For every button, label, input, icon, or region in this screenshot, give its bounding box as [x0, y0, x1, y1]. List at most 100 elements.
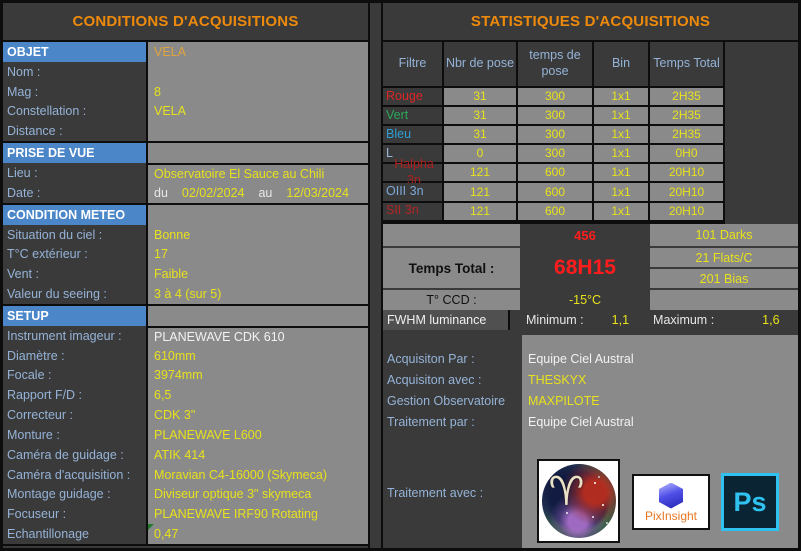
- field-value: 3 à 4 (sur 5): [148, 284, 368, 304]
- ccd-temp-value: -15°C: [523, 290, 647, 310]
- traitement-avec-label: Traitement avec :: [387, 486, 484, 500]
- col-header-nbr-pose: Nbr de pose: [444, 42, 518, 88]
- acquisition-avec-value: THESKYX: [528, 373, 587, 387]
- summary-empty-cell: [383, 224, 520, 246]
- field-label: Vent :: [3, 264, 148, 285]
- row-distance: Distance :: [3, 121, 368, 142]
- section-header-objet: OBJET: [3, 42, 148, 62]
- field-value: CDK 3": [148, 405, 368, 426]
- row-setup: SETUP: [3, 303, 368, 326]
- table-cell: 1x1: [594, 145, 650, 165]
- table-cell: 1x1: [594, 126, 650, 146]
- date-du: du: [154, 185, 168, 200]
- aries-symbol-icon: ♈: [548, 469, 585, 515]
- field-label: T°C extérieur :: [3, 244, 148, 265]
- field-value: PLANEWAVE L600: [148, 425, 368, 445]
- cell-comment-marker: [148, 524, 154, 531]
- field-value: Bonne: [148, 224, 368, 245]
- objet-value: VELA: [148, 42, 368, 62]
- field-label: Focuseur :: [3, 504, 148, 525]
- field-label: Caméra de guidage :: [3, 444, 148, 465]
- row-vent: Vent : Faible: [3, 264, 368, 285]
- table-cell: 121: [444, 183, 518, 203]
- fwhm-min-label: Minimum :: [526, 313, 584, 327]
- row-mag: Mag : 8: [3, 81, 368, 102]
- field-label: Caméra d'acquisition :: [3, 464, 148, 485]
- fwhm-min-value: 1,1: [611, 313, 630, 327]
- table-cell: 31: [444, 126, 518, 146]
- table-cell: 1x1: [594, 164, 650, 184]
- row-focale: Focale : 3974mm: [3, 365, 368, 386]
- ciel-austral-logo: ♈: [537, 459, 620, 543]
- field-value: 6,5: [148, 385, 368, 406]
- field-label: Rapport F/D :: [3, 385, 148, 406]
- row-rapport-fd: Rapport F/D : 6,5: [3, 385, 368, 406]
- field-label: Date :: [3, 182, 148, 203]
- table-cell: 0: [444, 145, 518, 165]
- table-cell: 31: [444, 88, 518, 108]
- table-cell: 1x1: [594, 88, 650, 108]
- stars-decoration: [593, 482, 596, 484]
- temps-total-value: 68H15: [523, 248, 647, 288]
- field-value: 17: [148, 244, 368, 265]
- pixinsight-cube-icon: [659, 482, 683, 509]
- row-prise-de-vue: PRISE DE VUE: [3, 141, 368, 164]
- flats-count: 21 Flats/C: [650, 248, 798, 267]
- row-echantillonage: Echantillonage 0,47: [3, 524, 368, 545]
- row-nom: Nom :: [3, 61, 368, 82]
- field-label: Mag :: [3, 81, 148, 102]
- gestion-observatoire-label: Gestion Observatoire: [387, 394, 506, 408]
- filter-name: Bleu: [383, 126, 444, 146]
- conditions-title: CONDITIONS D'ACQUISITIONS: [3, 3, 368, 42]
- ccd-temp-label: T° CCD :: [383, 290, 520, 310]
- field-label: Lieu :: [3, 163, 148, 183]
- table-cell: 300: [518, 145, 594, 165]
- field-value: 0,47: [148, 524, 368, 545]
- table-cell: 600: [518, 183, 594, 203]
- table-cell: 0H0: [650, 145, 723, 165]
- fwhm-label: FWHM luminance: [383, 310, 510, 330]
- row-seeing: Valeur du seeing : 3 à 4 (sur 5): [3, 284, 368, 304]
- table-cell: 300: [518, 88, 594, 108]
- field-label: Monture :: [3, 425, 148, 445]
- field-label: Distance :: [3, 121, 148, 142]
- field-value: [148, 121, 368, 142]
- table-cell: 20H10: [650, 183, 723, 203]
- total-frames-count: 456: [523, 224, 647, 246]
- field-value: [148, 305, 368, 326]
- col-header-temps-pose: temps de pose: [518, 42, 594, 88]
- row-camera-guidage: Caméra de guidage : ATIK 414: [3, 444, 368, 465]
- row-constellation: Constellation : VELA: [3, 101, 368, 122]
- field-value: VELA: [148, 101, 368, 122]
- conditions-rows: OBJET VELA Nom : Mag : 8 Constellation :…: [3, 42, 368, 546]
- field-value: PLANEWAVE CDK 610: [148, 325, 368, 346]
- date-au: au: [258, 185, 273, 200]
- bias-count: 201 Bias: [650, 269, 798, 288]
- table-cell: 600: [518, 202, 594, 222]
- field-label: Diamètre :: [3, 345, 148, 366]
- filters-table: Filtre Nbr de pose temps de pose Bin Tem…: [383, 42, 725, 224]
- row-montage-guidage: Montage guidage : Diviseur optique 3" sk…: [3, 484, 368, 505]
- filter-name: Rouge: [383, 88, 444, 108]
- table-cell: 1x1: [594, 202, 650, 222]
- row-condition-meteo: CONDITION METEO: [3, 202, 368, 225]
- filter-name: Vert: [383, 107, 444, 127]
- table-cell: 2H35: [650, 88, 723, 108]
- row-diametre: Diamètre : 610mm: [3, 345, 368, 366]
- acquisition-avec-label: Acquisiton avec :: [387, 373, 482, 387]
- fwhm-values-row: Minimum : 1,1 Maximum : 1,6: [512, 310, 798, 330]
- ciel-austral-nebula-disc: ♈: [541, 464, 616, 538]
- date-value: du 02/02/2024 au 12/03/2024: [148, 182, 368, 203]
- row-situation-ciel: Situation du ciel : Bonne: [3, 224, 368, 245]
- row-camera-acquisition: Caméra d'acquisition : Moravian C4-16000…: [3, 464, 368, 485]
- panel-divider: [368, 3, 383, 548]
- field-value: 610mm: [148, 345, 368, 366]
- field-value: 3974mm: [148, 365, 368, 386]
- traitement-par-value: Equipe Ciel Austral: [528, 415, 634, 429]
- field-value: Moravian C4-16000 (Skymeca): [148, 464, 368, 485]
- table-cell: 1x1: [594, 183, 650, 203]
- row-date: Date : du 02/02/2024 au 12/03/2024: [3, 182, 368, 203]
- table-cell: 300: [518, 126, 594, 146]
- field-value: Observatoire El Sauce au Chili: [148, 163, 368, 183]
